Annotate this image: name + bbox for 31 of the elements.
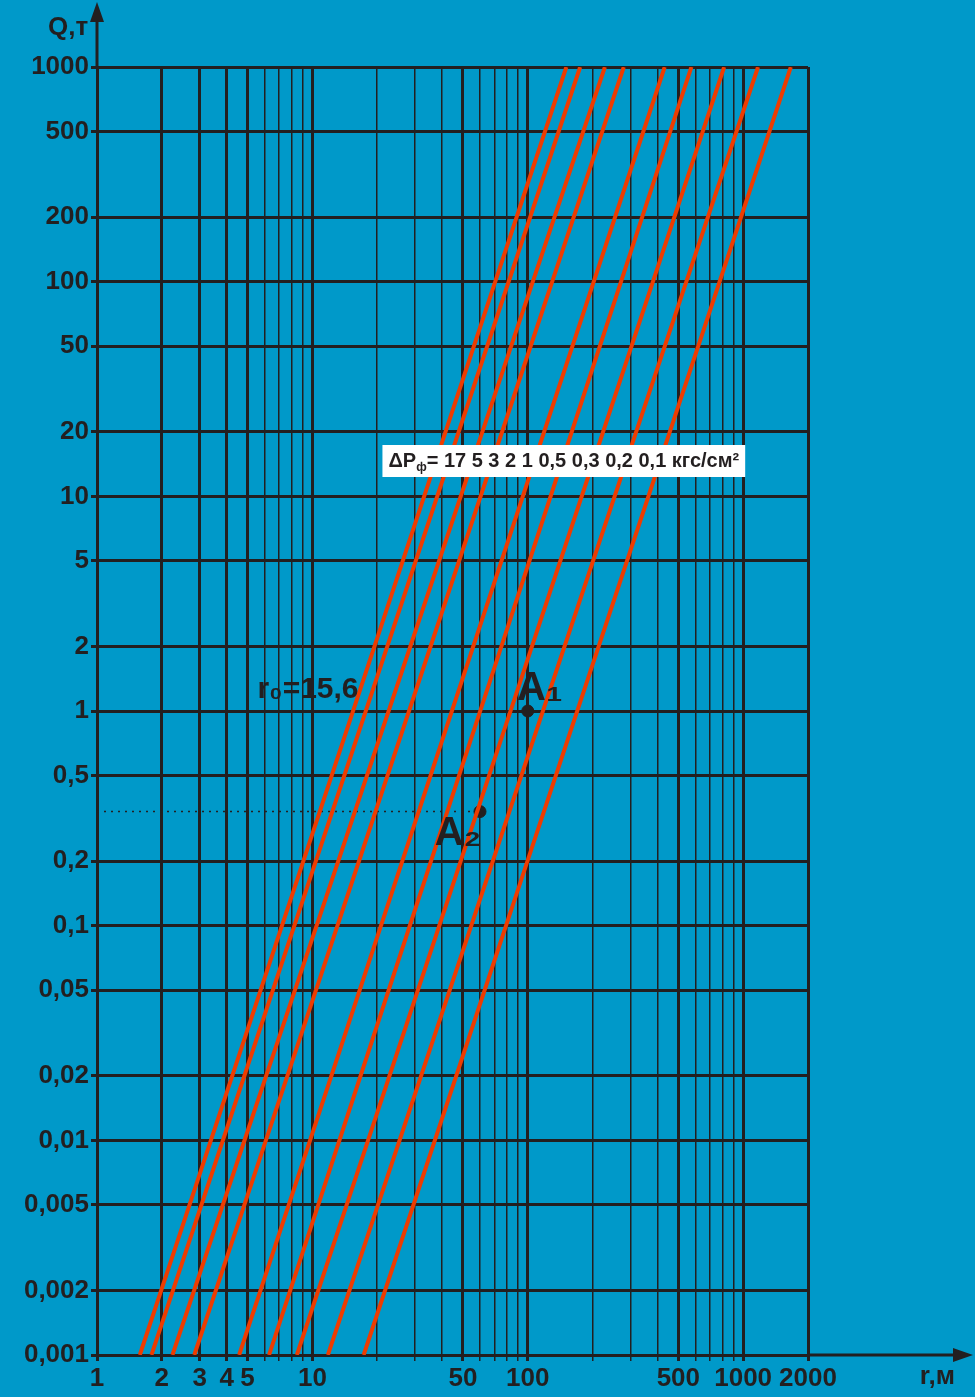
y-tick-label: 2: [74, 629, 89, 660]
y-tick-label: 200: [45, 200, 89, 231]
y-tick-label: 0,002: [23, 1273, 89, 1304]
y-tick-label: 0,005: [23, 1188, 89, 1219]
y-tick-label: 500: [45, 114, 89, 145]
y-tick-label: 0,01: [38, 1123, 89, 1154]
y-tick-label: 0,5: [52, 758, 89, 789]
x-tick-label: 3: [192, 1361, 207, 1392]
y-tick-label: 100: [45, 264, 89, 295]
y-tick-label: 0,1: [52, 908, 89, 939]
y-tick-label: 10: [60, 479, 89, 510]
x-tick-label: 2: [154, 1361, 170, 1392]
x-tick-label: 4: [219, 1361, 235, 1392]
x-tick-label: 50: [448, 1361, 478, 1392]
y-tick-label: 0,02: [38, 1058, 89, 1089]
x-tick-label: 5: [240, 1361, 255, 1392]
x-tick-label: 100: [506, 1361, 550, 1392]
y-tick-label: 50: [60, 329, 89, 360]
x-tick-label: 1000: [714, 1361, 773, 1392]
y-tick-label: 0,001: [23, 1338, 89, 1369]
y-tick-label: 0,2: [52, 844, 89, 875]
y-axis-title: Q,т: [48, 11, 89, 42]
y-tick-label: 1000: [31, 50, 89, 81]
y-tick-label: 0,05: [38, 973, 89, 1004]
x-tick-label: 500: [656, 1361, 701, 1392]
x-tick-label: 2000: [779, 1361, 837, 1392]
x-axis-title: r,м: [919, 1360, 955, 1391]
y-tick-label: 1: [74, 694, 89, 725]
x-tick-label: 10: [297, 1361, 327, 1392]
y-tick-label: 20: [60, 414, 89, 445]
y-tick-label: 5: [74, 544, 89, 575]
